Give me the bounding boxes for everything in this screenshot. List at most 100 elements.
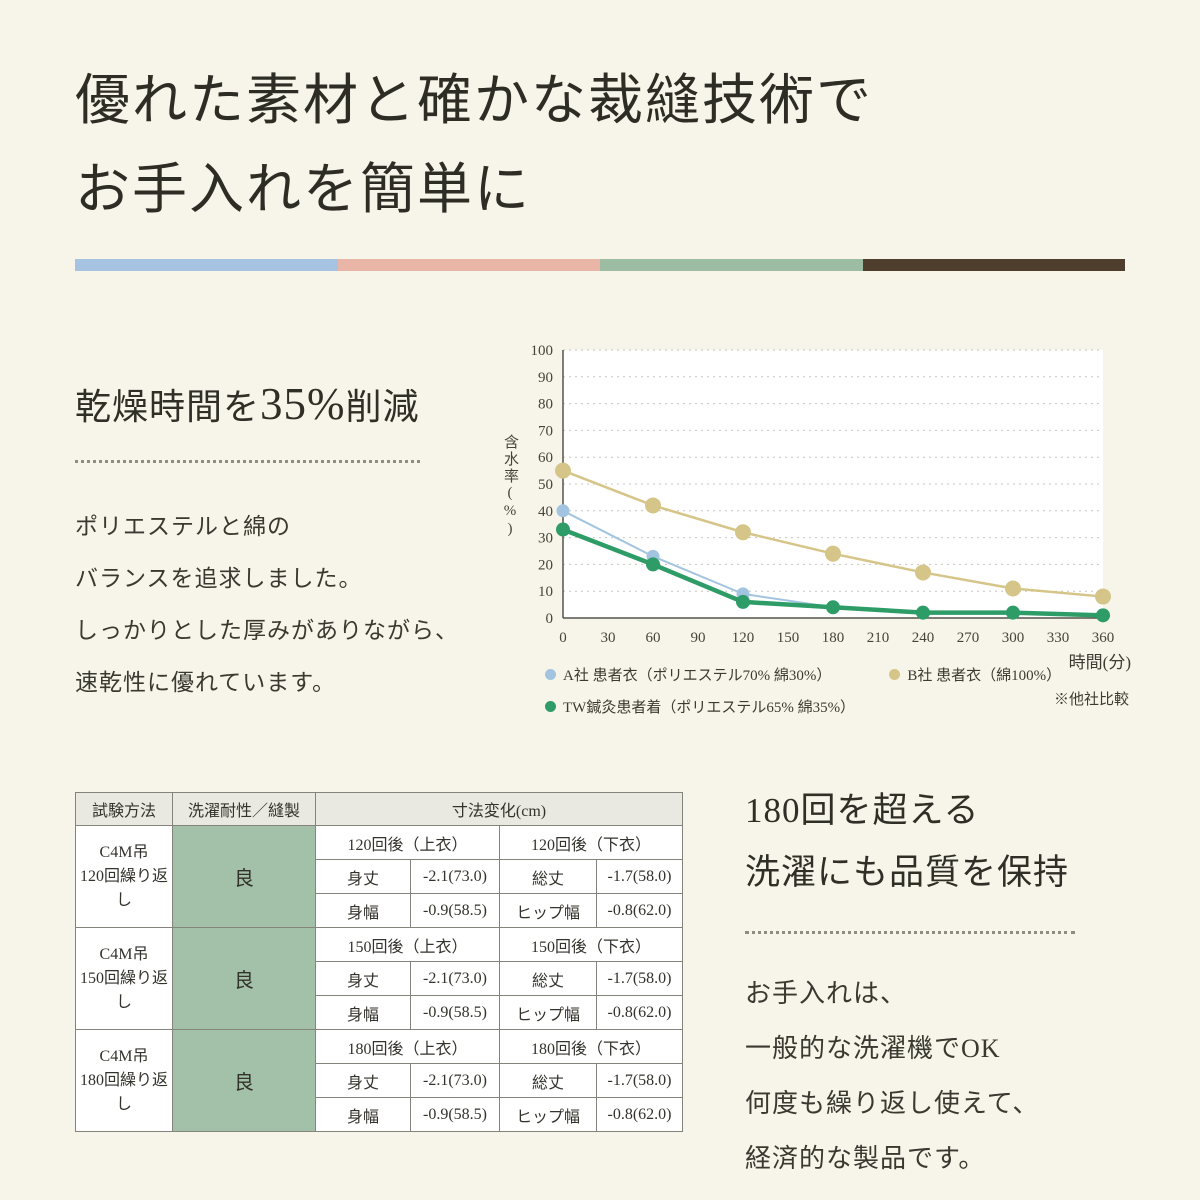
legend-dot-green <box>545 701 556 712</box>
color-divider <box>75 259 1125 271</box>
method-line: 120回繰り返し <box>79 867 168 909</box>
svg-text:0: 0 <box>546 611 554 627</box>
dim-value: -2.1(73.0) <box>410 1063 500 1098</box>
quality-retention-section: 180回を超える 洗濯にも品質を保持 お手入れは、 一般的な洗濯機でOK 何度も… <box>745 780 1145 1186</box>
test-method-cell-180: C4M吊 180回繰り返し <box>75 1029 173 1132</box>
table-row: C4M吊 180回繰り返し 良 180回後（上衣） 180回後（下衣） <box>75 1029 684 1132</box>
table-row: 身幅 -0.9(58.5) ヒップ幅 -0.8(62.0) <box>76 995 684 1030</box>
page-title-line1: 優れた素材と確かな裁縫技術で <box>75 70 874 131</box>
paragraph-line: 何度も繰り返し使えて、 <box>745 1088 1040 1118</box>
table-row: 身丈 -2.1(73.0) 総丈 -1.7(58.0) <box>76 961 684 996</box>
dim-label: 身丈 <box>315 1063 411 1098</box>
dim-value: -0.8(62.0) <box>595 995 684 1030</box>
paragraph-line: しっかりとした厚みがありながら、 <box>75 618 459 643</box>
dim-label: 身幅 <box>315 893 411 928</box>
chart-x-axis-label: 時間(分) <box>1068 653 1131 672</box>
dim-value: -2.1(73.0) <box>410 859 500 894</box>
dim-label: ヒップ幅 <box>499 995 597 1030</box>
svg-text:60: 60 <box>646 630 661 646</box>
table-header-row: 試験方法 洗濯耐性／縫製 寸法変化(cm) <box>75 792 684 826</box>
svg-text:240: 240 <box>912 630 935 646</box>
header-test-method: 試験方法 <box>75 792 173 826</box>
drying-time-section: 乾燥時間を35%削減 ポリエステルと綿の バランスを追求しました。 しっかりとし… <box>75 378 495 709</box>
dim-value: -0.9(58.5) <box>410 995 500 1030</box>
legend-label-tw: TW鍼灸患者着（ポリエステル65% 綿35%） <box>563 700 856 716</box>
svg-text:90: 90 <box>691 630 706 646</box>
dim-label: 身丈 <box>315 961 411 996</box>
dotted-rule <box>75 460 420 463</box>
table-row: C4M吊 120回繰り返し 良 120回後（上衣） 120回後（下衣） <box>75 825 684 928</box>
subheader-180-top: 180回後（上衣） <box>315 1029 500 1064</box>
dim-label: 身幅 <box>315 1097 411 1132</box>
legend-item-tw: TW鍼灸患者着（ポリエステル65% 綿35%） <box>545 696 855 717</box>
svg-text:0: 0 <box>559 630 567 646</box>
subheader-180-bottom: 180回後（下衣） <box>498 1029 684 1064</box>
rating-cell-150: 良 <box>172 927 316 1030</box>
chart-plot-area: 0 10 20 30 40 50 60 70 80 90 100 0 30 60 90 120 150 180 21… <box>531 343 1115 646</box>
svg-text:70: 70 <box>538 423 553 439</box>
svg-text:300: 300 <box>1002 630 1025 646</box>
chart-comparison-note: ※他社比較 <box>1053 692 1129 708</box>
svg-text:100: 100 <box>531 343 554 359</box>
test-method-cell-120: C4M吊 120回繰り返し <box>75 825 173 928</box>
paragraph-line: 速乾性に優れています。 <box>75 670 337 695</box>
legend-label-company-b: B社 患者衣（綿100%） <box>907 668 1062 684</box>
divider-segment-green <box>600 259 863 271</box>
dim-label: 身幅 <box>315 995 411 1030</box>
table-row: 身幅 -0.9(58.5) ヒップ幅 -0.8(62.0) <box>76 1097 684 1132</box>
drying-time-heading: 乾燥時間を35%削減 <box>75 378 495 430</box>
svg-text:330: 330 <box>1047 630 1070 646</box>
legend-label-company-a: A社 患者衣（ポリエステル70% 綿30%） <box>563 668 832 684</box>
drying-heading-prefix: 乾燥時間を <box>75 387 261 427</box>
chart-legend-row1: A社 患者衣（ポリエステル70% 綿30%） B社 患者衣（綿100%） <box>545 664 1061 685</box>
header-dimension-change: 寸法変化(cm) <box>314 792 684 826</box>
svg-text:80: 80 <box>538 397 553 413</box>
dim-label: ヒップ幅 <box>499 893 597 928</box>
subheader-150-top: 150回後（上衣） <box>315 927 500 962</box>
dim-value: -0.8(62.0) <box>595 1097 684 1132</box>
moisture-chart: 含水率(%) 0 10 20 30 40 50 60 70 80 90 100 0 30 60 90 120 1… <box>490 342 1135 722</box>
svg-text:20: 20 <box>538 557 553 573</box>
paragraph-line: ポリエステルと綿の <box>75 514 291 539</box>
quality-heading-line1: 180回を超える <box>745 791 980 830</box>
svg-text:10: 10 <box>538 584 553 600</box>
svg-text:90: 90 <box>538 370 553 386</box>
dim-value: -0.9(58.5) <box>410 893 500 928</box>
svg-text:40: 40 <box>538 504 553 520</box>
dim-label: 総丈 <box>499 961 597 996</box>
svg-text:150: 150 <box>777 630 800 646</box>
quality-heading-line2: 洗濯にも品質を保持 <box>745 853 1070 893</box>
table-row: 身丈 -2.1(73.0) 総丈 -1.7(58.0) <box>76 859 684 894</box>
svg-text:30: 30 <box>538 531 553 547</box>
dim-label: 総丈 <box>499 1063 597 1098</box>
divider-segment-blue <box>75 259 338 271</box>
rating-cell-120: 良 <box>172 825 316 928</box>
wash-durability-table: 試験方法 洗濯耐性／縫製 寸法変化(cm) C4M吊 120回繰り返し 良 12… <box>75 792 684 1132</box>
paragraph-line: 一般的な洗濯機でOK <box>745 1033 1001 1063</box>
page-title: 優れた素材と確かな裁縫技術で お手入れを簡単に <box>75 56 873 234</box>
dim-value: -1.7(58.0) <box>595 1063 684 1098</box>
test-method-cell-150: C4M吊 150回繰り返し <box>75 927 173 1030</box>
dim-label: 総丈 <box>499 859 597 894</box>
quality-heading: 180回を超える 洗濯にも品質を保持 <box>745 780 1145 905</box>
legend-dot-tan <box>889 669 901 680</box>
table-row: C4M吊 150回繰り返し 良 150回後（上衣） 150回後（下衣） <box>75 927 684 1030</box>
dim-label: 身丈 <box>315 859 411 894</box>
subheader-120-top: 120回後（上衣） <box>315 825 500 860</box>
svg-text:270: 270 <box>957 630 980 646</box>
divider-segment-brown <box>862 259 1125 271</box>
method-line: 180回繰り返し <box>79 1071 168 1113</box>
dim-value: -2.1(73.0) <box>410 961 500 996</box>
drying-time-paragraph: ポリエステルと綿の バランスを追求しました。 しっかりとした厚みがありながら、 … <box>75 501 495 709</box>
chart-y-axis-label: 含水率(%) <box>502 434 518 539</box>
table-row: 身丈 -2.1(73.0) 総丈 -1.7(58.0) <box>76 1063 684 1098</box>
rating-cell-180: 良 <box>172 1029 316 1132</box>
method-line: C4M吊 <box>99 843 149 861</box>
quality-paragraph: お手入れは、 一般的な洗濯機でOK 何度も繰り返し使えて、 経済的な製品です。 <box>745 966 1145 1186</box>
legend-item-company-a: A社 患者衣（ポリエステル70% 綿30%） <box>545 664 831 685</box>
svg-text:60: 60 <box>538 450 553 466</box>
subheader-120-bottom: 120回後（下衣） <box>498 825 684 860</box>
header-wash-durability: 洗濯耐性／縫製 <box>172 792 316 826</box>
svg-text:120: 120 <box>732 630 755 646</box>
